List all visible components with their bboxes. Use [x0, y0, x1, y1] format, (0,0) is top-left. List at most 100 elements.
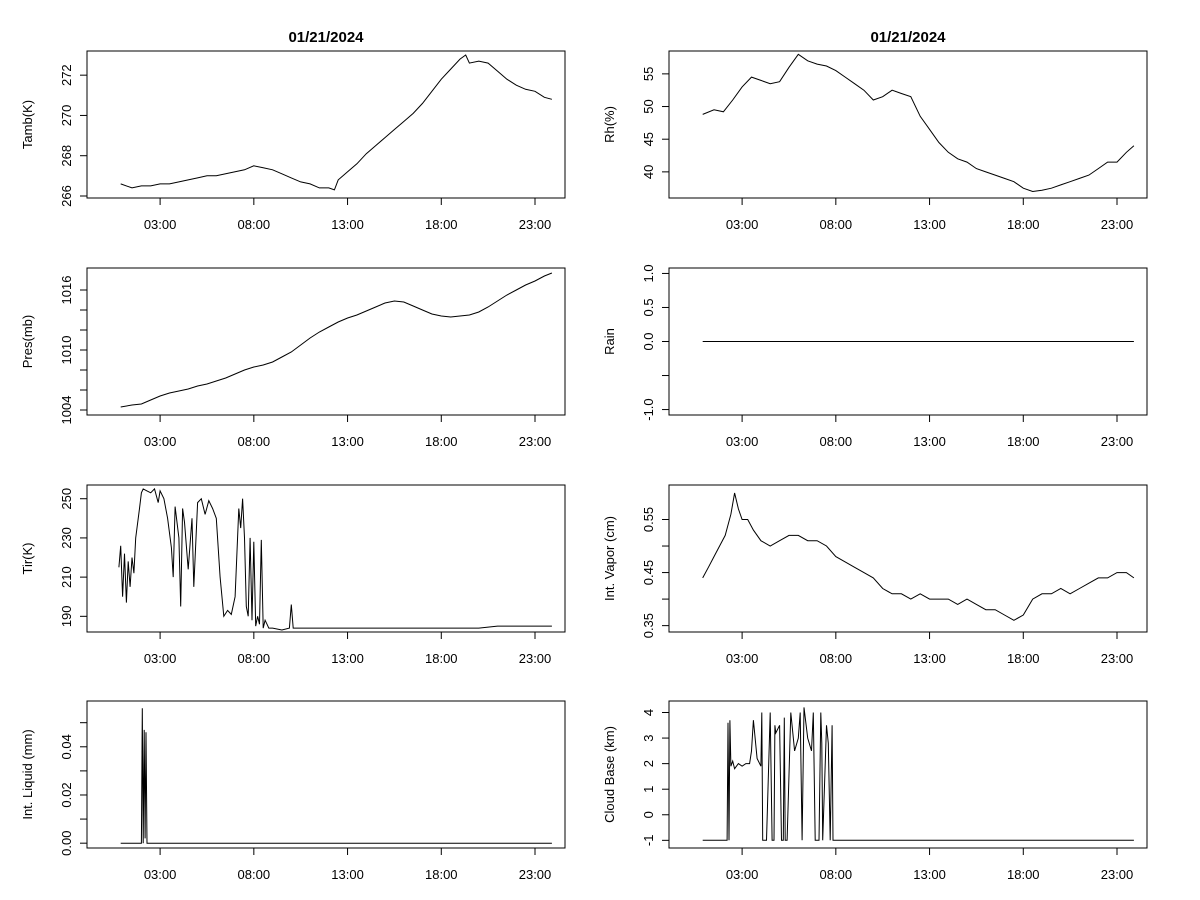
rh-y-axis-label: Rh(%) — [602, 106, 617, 143]
tamb-x-tick-label: 13:00 — [331, 217, 364, 232]
cloudbase-y-tick-label: 4 — [641, 709, 656, 716]
pres-y-tick-label: 1004 — [59, 396, 74, 425]
cloudbase-y-tick-label: 1 — [641, 786, 656, 793]
rain-x-tick-label: 13:00 — [913, 434, 946, 449]
liquid-x-tick-label: 23:00 — [519, 867, 552, 882]
right-title: 01/21/2024 — [870, 29, 946, 46]
liquid-series-line — [120, 708, 552, 844]
cloudbase-y-tick-label: 2 — [641, 760, 656, 767]
plot-tir: 03:00 08:00 13:00 18:00 23:00 190 210 230 250 Tir… — [20, 484, 566, 666]
pres-y-tick-label: 1010 — [59, 336, 74, 365]
liquid-y-tick-label: 0.02 — [59, 782, 74, 807]
cloudbase-y-tick-label: 0 — [641, 811, 656, 818]
pres-x-tick-label: 08:00 — [238, 434, 271, 449]
tir-series-line — [118, 487, 552, 631]
tamb-x-tick-label: 23:00 — [519, 217, 552, 232]
cloudbase-x-tick-label: 13:00 — [913, 867, 946, 882]
pres-x-tick-label: 03:00 — [144, 434, 177, 449]
vapor-x-tick-label: 23:00 — [1101, 651, 1134, 666]
plot-tamb: 03:00 08:00 13:00 18:00 23:00 266 268 270 272 Tam… — [20, 50, 566, 232]
tamb-series-line — [120, 54, 553, 191]
tir-frame — [86, 484, 566, 633]
tir-x-tick-label: 08:00 — [238, 651, 271, 666]
liquid-frame — [86, 700, 566, 849]
rain-x-tick-label: 08:00 — [820, 434, 853, 449]
liquid-y-tick-label: 0.04 — [59, 734, 74, 759]
pres-y-axis-label: Pres(mb) — [20, 315, 35, 368]
rh-y-tick-label: 40 — [641, 165, 656, 179]
vapor-frame — [668, 484, 1148, 633]
cloudbase-x-tick-label: 08:00 — [820, 867, 853, 882]
tamb-y-axis-label: Tamb(K) — [20, 100, 35, 149]
pres-series-line — [120, 272, 553, 408]
rain-y-tick-label: 1.0 — [641, 264, 656, 282]
plot-pres: 03:00 08:00 13:00 18:00 23:00 1004 1010 1016 Pre… — [20, 267, 566, 449]
tamb-y-tick-label: 270 — [59, 105, 74, 127]
cloudbase-x-tick-label: 03:00 — [726, 867, 759, 882]
tir-x-tick-label: 13:00 — [331, 651, 364, 666]
tamb-x-tick-label: 18:00 — [425, 217, 458, 232]
plot-rh: 03:00 08:00 13:00 18:00 23:00 40 45 50 55 Rh(%) — [602, 50, 1148, 232]
plot-liquid: 03:00 08:00 13:00 18:00 23:00 0.00 0.02 0.04 Int… — [20, 700, 566, 882]
pres-frame — [86, 267, 566, 416]
pres-x-tick-label: 23:00 — [519, 434, 552, 449]
tamb-x-tick-label: 03:00 — [144, 217, 177, 232]
pres-x-tick-label: 13:00 — [331, 434, 364, 449]
rain-x-tick-label: 23:00 — [1101, 434, 1134, 449]
vapor-x-tick-label: 18:00 — [1007, 651, 1040, 666]
pres-x-tick-label: 18:00 — [425, 434, 458, 449]
liquid-x-tick-label: 18:00 — [425, 867, 458, 882]
tir-y-tick-label: 210 — [59, 566, 74, 588]
liquid-x-tick-label: 13:00 — [331, 867, 364, 882]
vapor-series-line — [702, 492, 1135, 621]
left-title: 01/21/2024 — [288, 29, 364, 46]
liquid-x-tick-label: 08:00 — [238, 867, 271, 882]
tamb-frame — [86, 50, 566, 199]
rh-y-tick-label: 50 — [641, 99, 656, 113]
vapor-x-tick-label: 13:00 — [913, 651, 946, 666]
rain-x-tick-label: 18:00 — [1007, 434, 1040, 449]
tir-y-tick-label: 250 — [59, 488, 74, 510]
cloudbase-y-axis-label: Cloud Base (km) — [602, 726, 617, 823]
vapor-x-tick-label: 08:00 — [820, 651, 853, 666]
vapor-y-tick-label: 0.45 — [641, 560, 656, 585]
tir-y-tick-label: 190 — [59, 605, 74, 627]
tamb-y-tick-label: 272 — [59, 64, 74, 86]
tir-y-tick-label: 230 — [59, 527, 74, 549]
rain-y-tick-label: -1.0 — [641, 398, 656, 420]
rh-x-tick-label: 08:00 — [820, 217, 853, 232]
rain-y-tick-label: 0.5 — [641, 298, 656, 316]
tir-x-tick-label: 23:00 — [519, 651, 552, 666]
cloudbase-y-tick-label: -1 — [641, 835, 656, 847]
rh-x-tick-label: 23:00 — [1101, 217, 1134, 232]
tamb-x-tick-label: 08:00 — [238, 217, 271, 232]
rh-y-tick-label: 55 — [641, 67, 656, 81]
rain-y-axis-label: Rain — [602, 328, 617, 355]
cloudbase-frame — [668, 700, 1148, 849]
plot-vapor: 03:00 08:00 13:00 18:00 23:00 0.35 0.45 0.55 Int… — [602, 484, 1148, 666]
liquid-y-axis-label: Int. Liquid (mm) — [20, 729, 35, 819]
rain-y-tick-label: 0.0 — [641, 332, 656, 350]
rh-x-tick-label: 03:00 — [726, 217, 759, 232]
rh-frame — [668, 50, 1148, 199]
tamb-y-tick-label: 268 — [59, 145, 74, 167]
tamb-y-tick-label: 266 — [59, 185, 74, 207]
vapor-y-tick-label: 0.55 — [641, 507, 656, 532]
plot-rain: 03:00 08:00 13:00 18:00 23:00 -1.0 0.0 0.5 1.0 Ra… — [602, 264, 1148, 449]
cloudbase-x-tick-label: 23:00 — [1101, 867, 1134, 882]
cloudbase-series-line — [702, 707, 1134, 841]
liquid-x-tick-label: 03:00 — [144, 867, 177, 882]
cloudbase-x-tick-label: 18:00 — [1007, 867, 1040, 882]
plot-cloudbase: 03:00 08:00 13:00 18:00 23:00 -1 0 1 2 3 4 Cloud Ba… — [602, 700, 1148, 882]
tir-y-axis-label: Tir(K) — [20, 542, 35, 574]
rh-y-tick-label: 45 — [641, 132, 656, 146]
vapor-y-tick-label: 0.35 — [641, 613, 656, 638]
rh-series-line — [702, 53, 1135, 193]
vapor-y-axis-label: Int. Vapor (cm) — [602, 516, 617, 601]
rain-x-tick-label: 03:00 — [726, 434, 759, 449]
rh-x-tick-label: 18:00 — [1007, 217, 1040, 232]
rh-x-tick-label: 13:00 — [913, 217, 946, 232]
cloudbase-y-tick-label: 3 — [641, 734, 656, 741]
pres-y-tick-label: 1016 — [59, 276, 74, 305]
